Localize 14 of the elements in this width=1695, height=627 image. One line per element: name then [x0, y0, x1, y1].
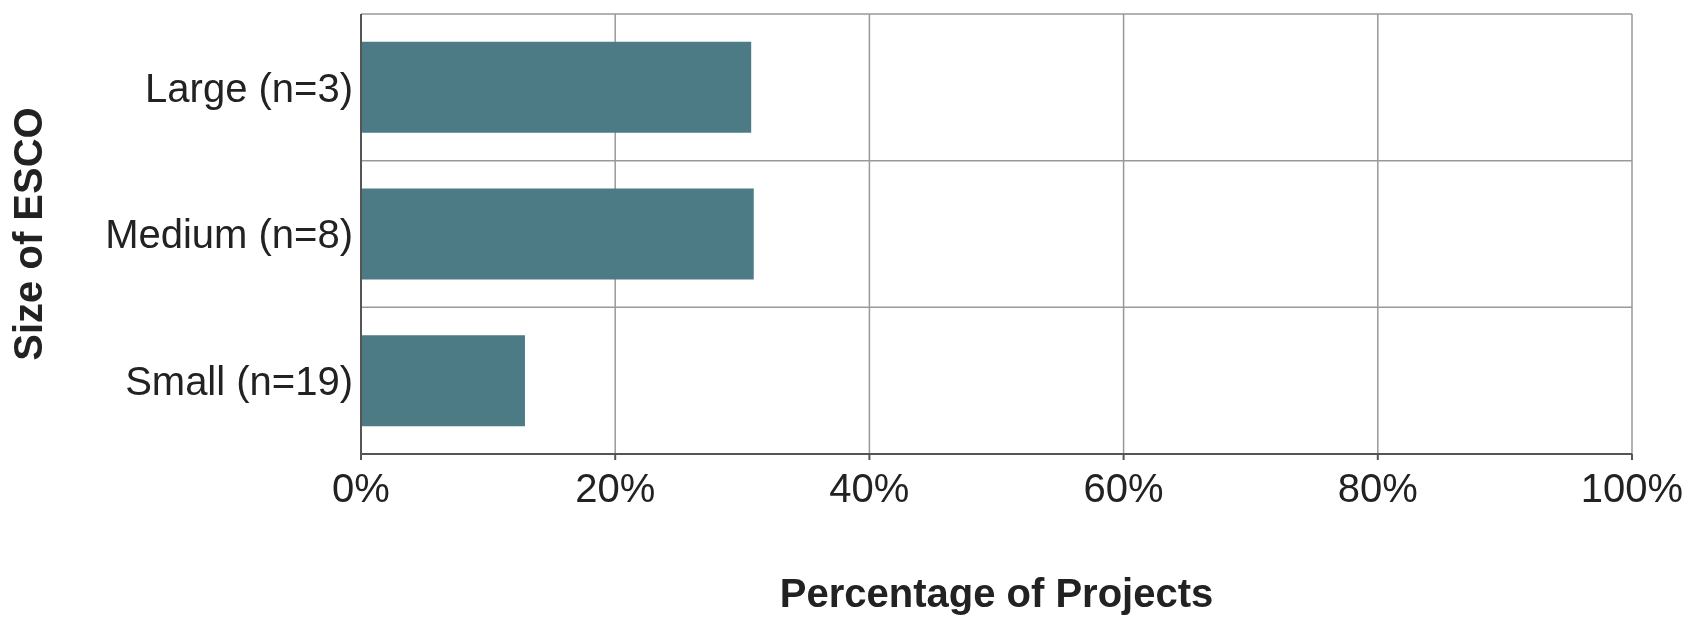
x-axis-title: Percentage of Projects	[779, 571, 1214, 615]
y-tick-label: Large (n=3)	[145, 65, 353, 110]
bar	[361, 41, 752, 133]
x-tick-label: 20%	[575, 466, 656, 511]
x-tick-label: 60%	[1083, 466, 1164, 511]
x-tick-label: 0%	[332, 466, 390, 511]
x-tick-label: 80%	[1337, 466, 1418, 511]
y-tick-label: Medium (n=8)	[105, 212, 353, 257]
y-axis-title: Size of ESCO	[6, 107, 51, 361]
x-tick-label: 100%	[1580, 466, 1684, 511]
x-tick-label: 40%	[829, 466, 910, 511]
y-tick-label: Small (n=19)	[125, 358, 353, 403]
bar	[361, 188, 754, 280]
bar	[361, 335, 525, 427]
